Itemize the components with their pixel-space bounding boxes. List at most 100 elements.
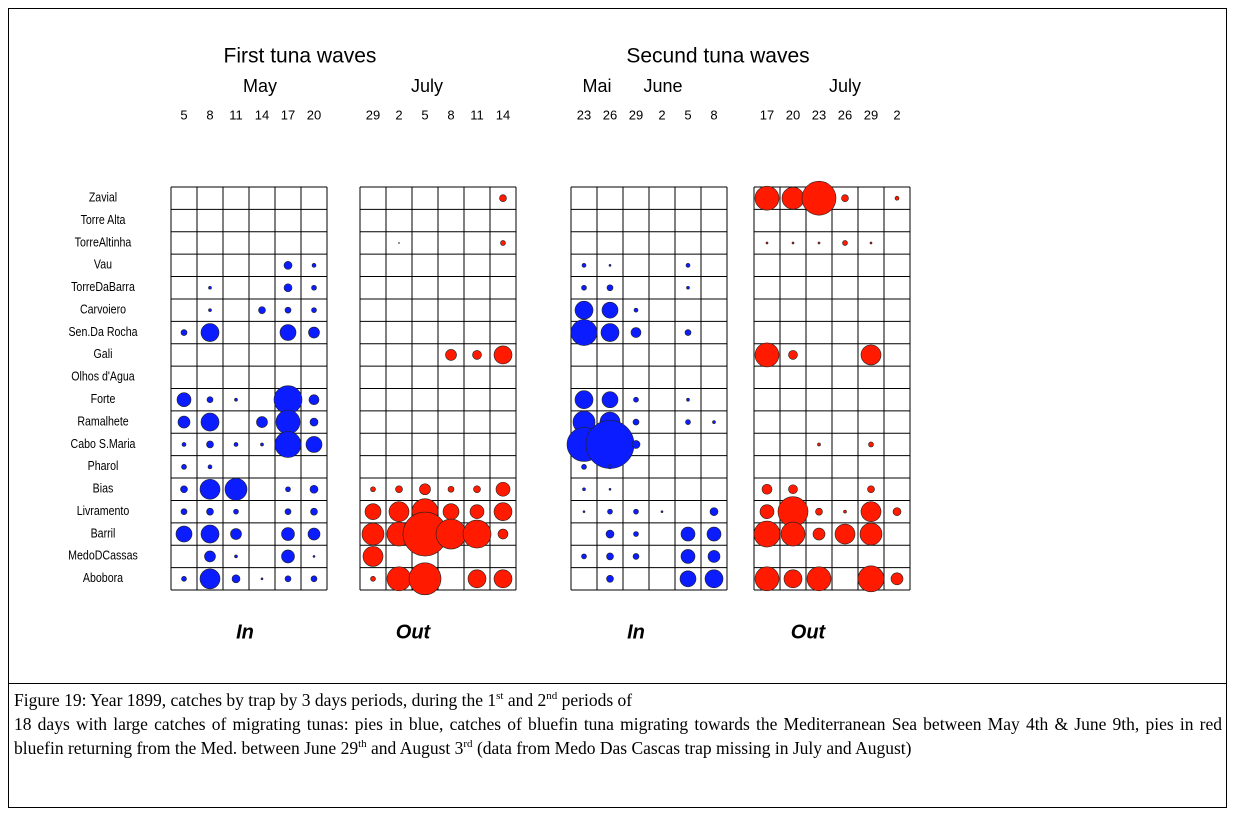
pie bbox=[408, 562, 442, 596]
pie bbox=[581, 464, 587, 470]
pie bbox=[233, 442, 239, 447]
pie bbox=[608, 487, 612, 491]
day-label: 29 bbox=[864, 107, 878, 122]
row-label: Zavial bbox=[89, 191, 117, 205]
pie bbox=[231, 574, 241, 584]
caption-sup: nd bbox=[546, 690, 558, 703]
day-label: 8 bbox=[206, 107, 213, 122]
pie bbox=[574, 300, 594, 320]
month-label: Mai bbox=[582, 76, 611, 96]
row-label: MedoDCassas bbox=[68, 549, 138, 563]
pie bbox=[308, 394, 320, 405]
pie bbox=[843, 509, 847, 514]
caption: Figure 19: Year 1899, catches by trap by… bbox=[14, 688, 1222, 760]
pie bbox=[230, 528, 242, 540]
day-label: 14 bbox=[496, 107, 510, 122]
day-label: 17 bbox=[760, 107, 774, 122]
pie bbox=[857, 565, 885, 593]
pie bbox=[867, 485, 875, 494]
pie bbox=[606, 575, 614, 583]
pie bbox=[801, 180, 837, 216]
row-label: TorreDaBarra bbox=[71, 280, 135, 294]
pie bbox=[388, 501, 410, 522]
pie bbox=[582, 510, 586, 513]
day-label: 23 bbox=[812, 107, 826, 122]
day-label: 26 bbox=[603, 107, 617, 122]
pie bbox=[199, 478, 221, 500]
panel-footer: In bbox=[236, 621, 254, 643]
pie bbox=[283, 261, 293, 270]
pie bbox=[200, 412, 220, 432]
row-label: TorreAltinha bbox=[75, 235, 132, 249]
pie bbox=[684, 329, 692, 336]
pie bbox=[311, 284, 317, 291]
pie bbox=[608, 264, 612, 267]
pie bbox=[305, 436, 323, 453]
pie bbox=[574, 390, 594, 409]
caption-text: Figure 19: Year 1899, catches by trap by… bbox=[14, 690, 497, 710]
pie bbox=[364, 503, 382, 520]
pie bbox=[473, 485, 481, 494]
row-label: Abobora bbox=[83, 571, 124, 585]
pie bbox=[395, 485, 403, 494]
pie bbox=[419, 483, 431, 496]
pie bbox=[704, 569, 724, 589]
pie bbox=[200, 323, 220, 342]
pie bbox=[679, 570, 697, 588]
pie bbox=[842, 240, 848, 246]
pie bbox=[753, 520, 781, 548]
pie bbox=[781, 186, 805, 210]
pie bbox=[274, 431, 302, 458]
pie bbox=[685, 419, 691, 425]
pie bbox=[386, 566, 412, 592]
row-label: Ramalhete bbox=[77, 415, 128, 429]
caption-sup: rd bbox=[463, 738, 473, 751]
pie bbox=[308, 326, 320, 339]
pie bbox=[581, 553, 587, 560]
row-label: Gali bbox=[94, 347, 113, 361]
pie bbox=[686, 397, 690, 402]
row-label: Olhos d'Agua bbox=[71, 370, 135, 384]
pie bbox=[258, 306, 266, 314]
day-label: 29 bbox=[629, 107, 643, 122]
panel-footer: Out bbox=[791, 621, 827, 643]
pie bbox=[233, 508, 239, 515]
pie bbox=[435, 518, 467, 550]
row-label: Bias bbox=[93, 482, 114, 496]
pie bbox=[581, 263, 587, 268]
pie bbox=[890, 572, 904, 586]
day-label: 8 bbox=[447, 107, 454, 122]
pie bbox=[817, 241, 821, 245]
pie bbox=[493, 345, 513, 365]
day-label: 20 bbox=[786, 107, 800, 122]
pie bbox=[181, 442, 187, 447]
pie bbox=[633, 307, 639, 313]
pie bbox=[309, 484, 319, 494]
day-label: 2 bbox=[658, 107, 665, 122]
pie bbox=[493, 569, 513, 589]
wave-title: Secund tuna waves bbox=[626, 45, 809, 68]
caption-text: (data from Medo Das Cascas trap missing … bbox=[472, 738, 912, 758]
pie bbox=[256, 416, 268, 428]
pie bbox=[754, 342, 780, 368]
pie bbox=[791, 241, 795, 245]
frame bbox=[8, 8, 1227, 808]
pie bbox=[224, 477, 248, 501]
caption-sup: st bbox=[496, 690, 504, 703]
pie bbox=[370, 576, 376, 582]
pie bbox=[759, 504, 775, 519]
pie bbox=[780, 521, 806, 547]
pie bbox=[200, 524, 220, 544]
row-label: Carvoiero bbox=[80, 303, 126, 317]
pie bbox=[273, 385, 303, 414]
row-label: Pharol bbox=[88, 459, 119, 473]
pie bbox=[685, 263, 691, 268]
day-label: 5 bbox=[684, 107, 691, 122]
caption-text: and August 3 bbox=[366, 738, 464, 758]
pie bbox=[680, 526, 696, 542]
row-label: Sen.Da Rocha bbox=[68, 325, 138, 339]
pie bbox=[841, 194, 849, 202]
pie bbox=[815, 507, 823, 516]
pie bbox=[398, 242, 400, 244]
